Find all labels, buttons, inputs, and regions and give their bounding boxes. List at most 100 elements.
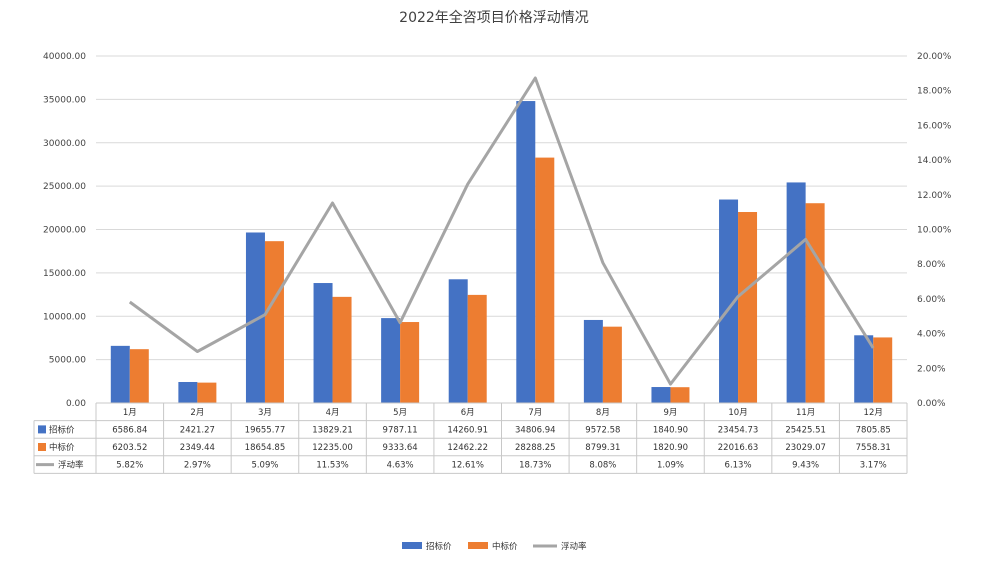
data-label: 6203.52 <box>112 443 147 453</box>
data-label: 12462.22 <box>447 443 488 453</box>
left-axis-tick-label: 0.00 <box>66 399 86 409</box>
data-label: 11.53% <box>316 461 348 471</box>
data-label: 22016.63 <box>718 443 759 453</box>
bar-win <box>400 322 420 403</box>
data-label: 1.09% <box>657 461 684 471</box>
data-label: 3.17% <box>860 461 887 471</box>
right-axis-tick-label: 12.00% <box>917 191 952 201</box>
legend-label: 中标价 <box>492 541 518 552</box>
table-legend-key <box>38 443 46 451</box>
data-label: 12235.00 <box>312 443 353 453</box>
legend-label: 浮动率 <box>561 541 587 552</box>
left-axis-tick-label: 5000.00 <box>49 356 86 366</box>
data-label: 5.09% <box>251 461 278 471</box>
data-label: 23029.07 <box>785 443 826 453</box>
category-label: 10月 <box>728 408 747 418</box>
data-label: 13829.21 <box>312 425 353 435</box>
right-axis-tick-label: 18.00% <box>917 87 952 97</box>
category-label: 4月 <box>326 408 340 418</box>
left-axis-tick-label: 40000.00 <box>43 52 86 62</box>
left-axis-tick-label: 30000.00 <box>43 139 86 149</box>
data-label: 1820.90 <box>653 443 688 453</box>
legend-key <box>402 542 422 549</box>
right-axis-tick-label: 10.00% <box>917 226 952 236</box>
category-label: 5月 <box>393 408 407 418</box>
data-label: 6586.84 <box>112 425 147 435</box>
data-label: 6.13% <box>725 461 752 471</box>
legend-key <box>468 542 488 549</box>
bar-bid <box>719 199 739 403</box>
bar-win <box>467 294 487 403</box>
data-label: 9.43% <box>792 461 819 471</box>
bar-win <box>129 349 149 403</box>
data-label: 19655.77 <box>245 425 286 435</box>
data-label: 34806.94 <box>515 425 556 435</box>
category-label: 6月 <box>461 408 475 418</box>
data-label: 9333.64 <box>383 443 418 453</box>
data-label: 4.63% <box>387 461 414 471</box>
bar-bid <box>448 279 468 403</box>
left-axis-tick-label: 15000.00 <box>43 269 86 279</box>
bar-bid <box>583 319 603 403</box>
bar-bid <box>516 101 536 403</box>
table-series-name: 浮动率 <box>58 460 84 471</box>
bar-bid <box>786 182 806 403</box>
legend: 招标价 中标价 浮动率 <box>402 541 587 552</box>
bar-win <box>535 157 555 403</box>
bar-win <box>738 212 758 403</box>
data-label: 18.73% <box>519 461 551 471</box>
category-label: 8月 <box>596 408 610 418</box>
data-label: 2421.27 <box>180 425 215 435</box>
data-label: 2349.44 <box>180 443 215 453</box>
bar-win <box>197 382 217 403</box>
left-axis-tick-label: 25000.00 <box>43 182 86 192</box>
chart-title: 2022年全咨项目价格浮动情况 <box>399 9 589 26</box>
line-series <box>128 76 875 386</box>
data-label: 7805.85 <box>856 425 891 435</box>
data-label: 25425.51 <box>785 425 826 435</box>
category-label: 9月 <box>663 408 677 418</box>
bar-win <box>670 387 690 403</box>
category-label: 1月 <box>123 408 137 418</box>
bar-win <box>873 337 893 403</box>
data-label: 7558.31 <box>856 443 891 453</box>
bar-bid <box>381 318 401 403</box>
data-label: 23454.73 <box>718 425 759 435</box>
bar-bid <box>313 283 333 403</box>
bar-bid <box>854 335 874 403</box>
data-label: 18654.85 <box>245 443 286 453</box>
right-axis-tick-label: 4.00% <box>917 330 946 340</box>
bar-win <box>264 241 284 403</box>
data-label: 9572.58 <box>585 425 620 435</box>
category-label: 2月 <box>190 408 204 418</box>
right-axis-tick-label: 0.00% <box>917 399 946 409</box>
data-label: 9787.11 <box>383 425 418 435</box>
bar-bid <box>651 387 671 403</box>
bar-win <box>332 296 352 403</box>
gridlines <box>96 55 907 404</box>
bar-win <box>602 326 622 403</box>
bar-bid <box>110 345 130 403</box>
left-axis-tick-label: 20000.00 <box>43 226 86 236</box>
data-label: 8.08% <box>589 461 616 471</box>
table-legend-key <box>38 425 46 434</box>
category-label: 11月 <box>796 408 815 418</box>
data-label: 28288.25 <box>515 443 556 453</box>
right-axis-tick-label: 16.00% <box>917 121 952 131</box>
bars <box>110 101 893 403</box>
data-label: 5.82% <box>116 461 143 471</box>
left-axis-ticks: 0.00 5000.00 10000.00 15000.00 20000.00 25000… <box>43 52 86 409</box>
right-axis-tick-label: 2.00% <box>917 364 946 374</box>
category-label: 7月 <box>528 408 542 418</box>
data-label: 14260.91 <box>447 425 488 435</box>
right-axis-tick-label: 14.00% <box>917 156 952 166</box>
table-series-name: 招标价 <box>49 424 75 435</box>
data-label: 12.61% <box>451 461 483 471</box>
category-label: 12月 <box>864 408 883 418</box>
right-axis-tick-label: 8.00% <box>917 260 946 270</box>
bar-win <box>805 203 825 403</box>
bar-bid <box>245 232 265 403</box>
